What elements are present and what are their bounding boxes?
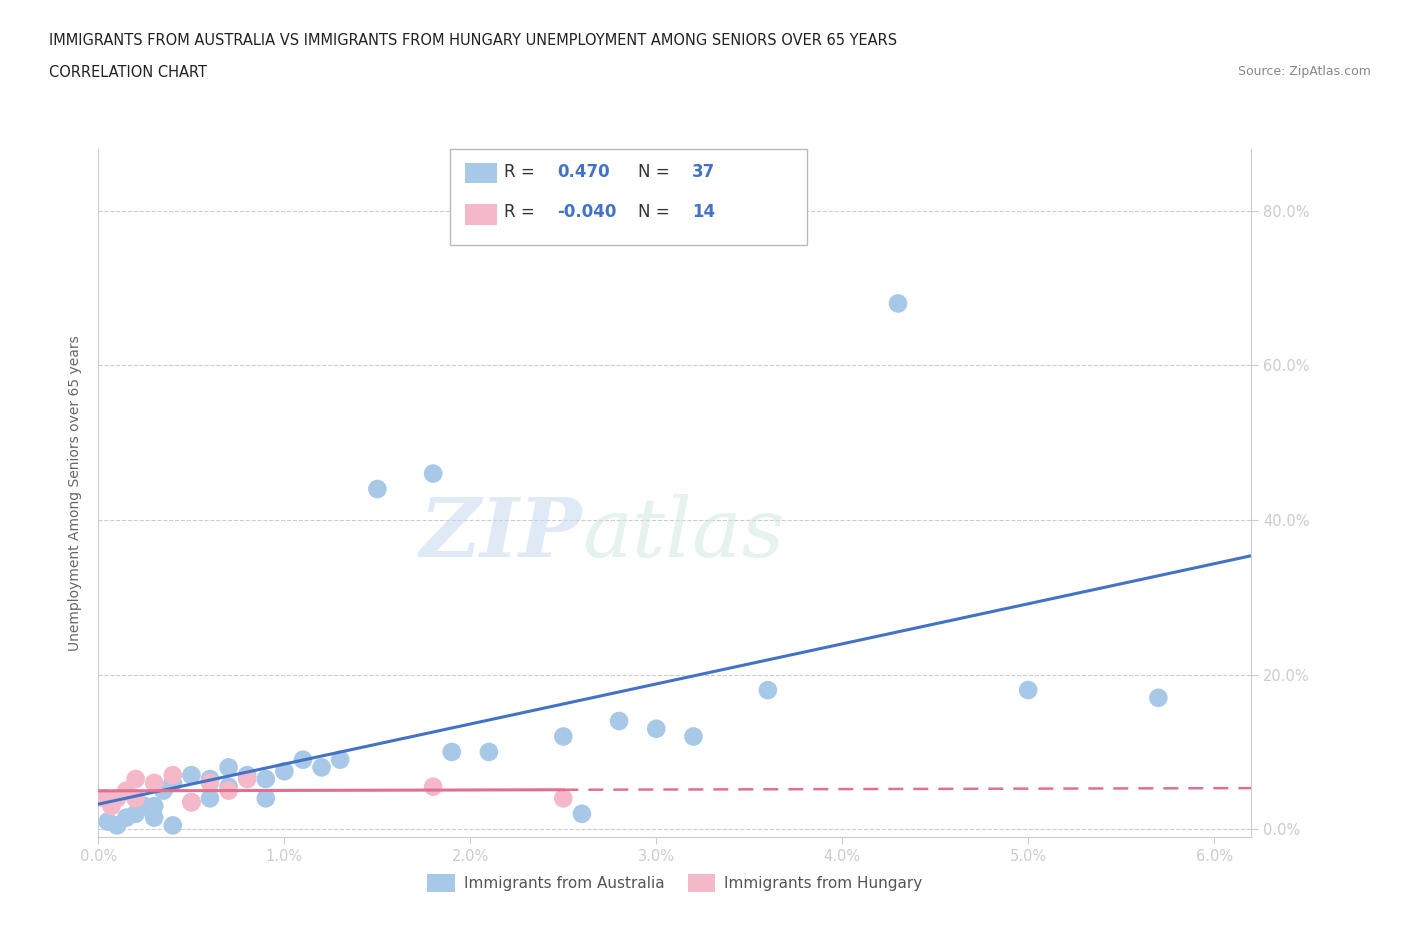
Point: [93, 790, 115, 805]
Point: [152, 783, 174, 798]
Point: [422, 779, 444, 794]
Y-axis label: Unemployment Among Seniors over 65 years: Unemployment Among Seniors over 65 years: [69, 335, 83, 651]
Point: [198, 776, 221, 790]
Text: -0.040: -0.040: [557, 203, 617, 221]
Point: [124, 772, 146, 787]
Legend: Immigrants from Australia, Immigrants from Hungary: Immigrants from Australia, Immigrants fr…: [422, 869, 928, 898]
Point: [124, 806, 146, 821]
Point: [236, 767, 259, 782]
Point: [291, 752, 314, 767]
Point: [218, 760, 240, 775]
Point: [756, 683, 779, 698]
FancyBboxPatch shape: [450, 149, 807, 246]
Point: [218, 779, 240, 794]
Text: CORRELATION CHART: CORRELATION CHART: [49, 65, 207, 80]
Point: [478, 745, 501, 760]
Text: R =: R =: [505, 163, 540, 180]
Point: [422, 466, 444, 481]
Point: [254, 790, 277, 805]
Point: [553, 790, 575, 805]
Point: [887, 296, 910, 311]
Point: [218, 783, 240, 798]
Point: [440, 745, 463, 760]
Point: [254, 772, 277, 787]
Point: [366, 482, 388, 497]
Text: atlas: atlas: [582, 494, 785, 574]
Point: [198, 772, 221, 787]
Bar: [465, 163, 498, 183]
Point: [115, 783, 138, 798]
Text: R =: R =: [505, 203, 540, 221]
Point: [1147, 690, 1170, 705]
Point: [143, 799, 166, 814]
Point: [134, 799, 156, 814]
Point: [105, 790, 128, 805]
Bar: [465, 204, 498, 224]
Point: [329, 752, 352, 767]
Point: [273, 764, 295, 778]
Point: [162, 767, 184, 782]
Text: Source: ZipAtlas.com: Source: ZipAtlas.com: [1237, 65, 1371, 78]
Point: [124, 790, 146, 805]
Point: [682, 729, 704, 744]
Point: [124, 790, 146, 805]
Point: [180, 767, 202, 782]
Point: [236, 772, 259, 787]
Text: 0.470: 0.470: [557, 163, 610, 180]
Point: [100, 799, 122, 814]
Text: ZIP: ZIP: [420, 494, 582, 574]
Text: N =: N =: [638, 203, 675, 221]
Point: [198, 790, 221, 805]
Point: [162, 818, 184, 833]
Point: [553, 729, 575, 744]
Point: [311, 760, 333, 775]
Point: [143, 776, 166, 790]
Point: [1017, 683, 1039, 698]
Text: 14: 14: [692, 203, 716, 221]
Point: [571, 806, 593, 821]
Point: [143, 810, 166, 825]
Text: N =: N =: [638, 163, 675, 180]
Point: [180, 795, 202, 810]
Point: [607, 713, 630, 728]
Point: [105, 818, 128, 833]
Point: [162, 776, 184, 790]
Point: [97, 814, 120, 829]
Point: [115, 810, 138, 825]
Text: 37: 37: [692, 163, 716, 180]
Point: [645, 722, 668, 737]
Point: [180, 795, 202, 810]
Text: IMMIGRANTS FROM AUSTRALIA VS IMMIGRANTS FROM HUNGARY UNEMPLOYMENT AMONG SENIORS : IMMIGRANTS FROM AUSTRALIA VS IMMIGRANTS …: [49, 33, 897, 47]
